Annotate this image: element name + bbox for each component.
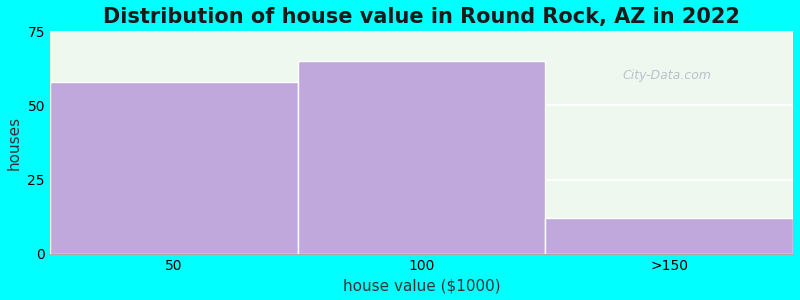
- X-axis label: house value ($1000): house value ($1000): [342, 278, 500, 293]
- Text: City-Data.com: City-Data.com: [622, 69, 711, 82]
- Bar: [50, 82, 298, 254]
- Bar: [298, 61, 546, 253]
- Y-axis label: houses: houses: [7, 116, 22, 169]
- Title: Distribution of house value in Round Rock, AZ in 2022: Distribution of house value in Round Roc…: [103, 7, 740, 27]
- Bar: [546, 218, 793, 254]
